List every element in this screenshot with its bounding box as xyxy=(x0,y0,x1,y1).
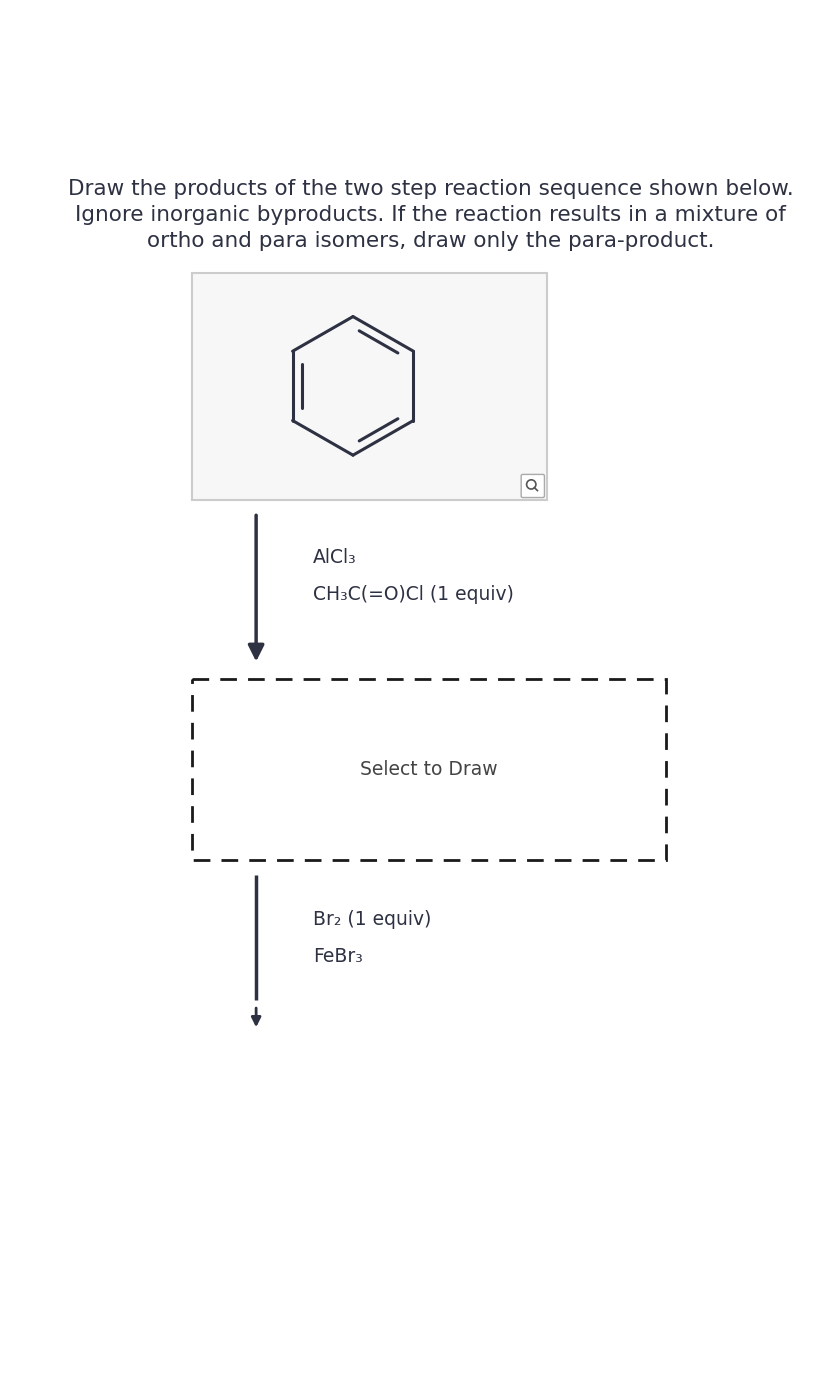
Text: Br₂ (1 equiv): Br₂ (1 equiv) xyxy=(312,910,431,929)
Text: Ignore inorganic byproducts. If the reaction results in a mixture of: Ignore inorganic byproducts. If the reac… xyxy=(75,205,786,225)
Bar xyxy=(192,679,666,860)
Text: ortho and para isomers, draw only the para-product.: ortho and para isomers, draw only the pa… xyxy=(147,231,714,251)
Text: Select to Draw: Select to Draw xyxy=(360,760,498,779)
Text: CH₃C(=O)Cl (1 equiv): CH₃C(=O)Cl (1 equiv) xyxy=(312,585,513,605)
Text: AlCl₃: AlCl₃ xyxy=(312,548,356,567)
FancyBboxPatch shape xyxy=(521,474,544,497)
Text: FeBr₃: FeBr₃ xyxy=(312,947,363,966)
Text: Draw the products of the two step reaction sequence shown below.: Draw the products of the two step reacti… xyxy=(68,179,793,199)
Bar xyxy=(192,272,547,500)
